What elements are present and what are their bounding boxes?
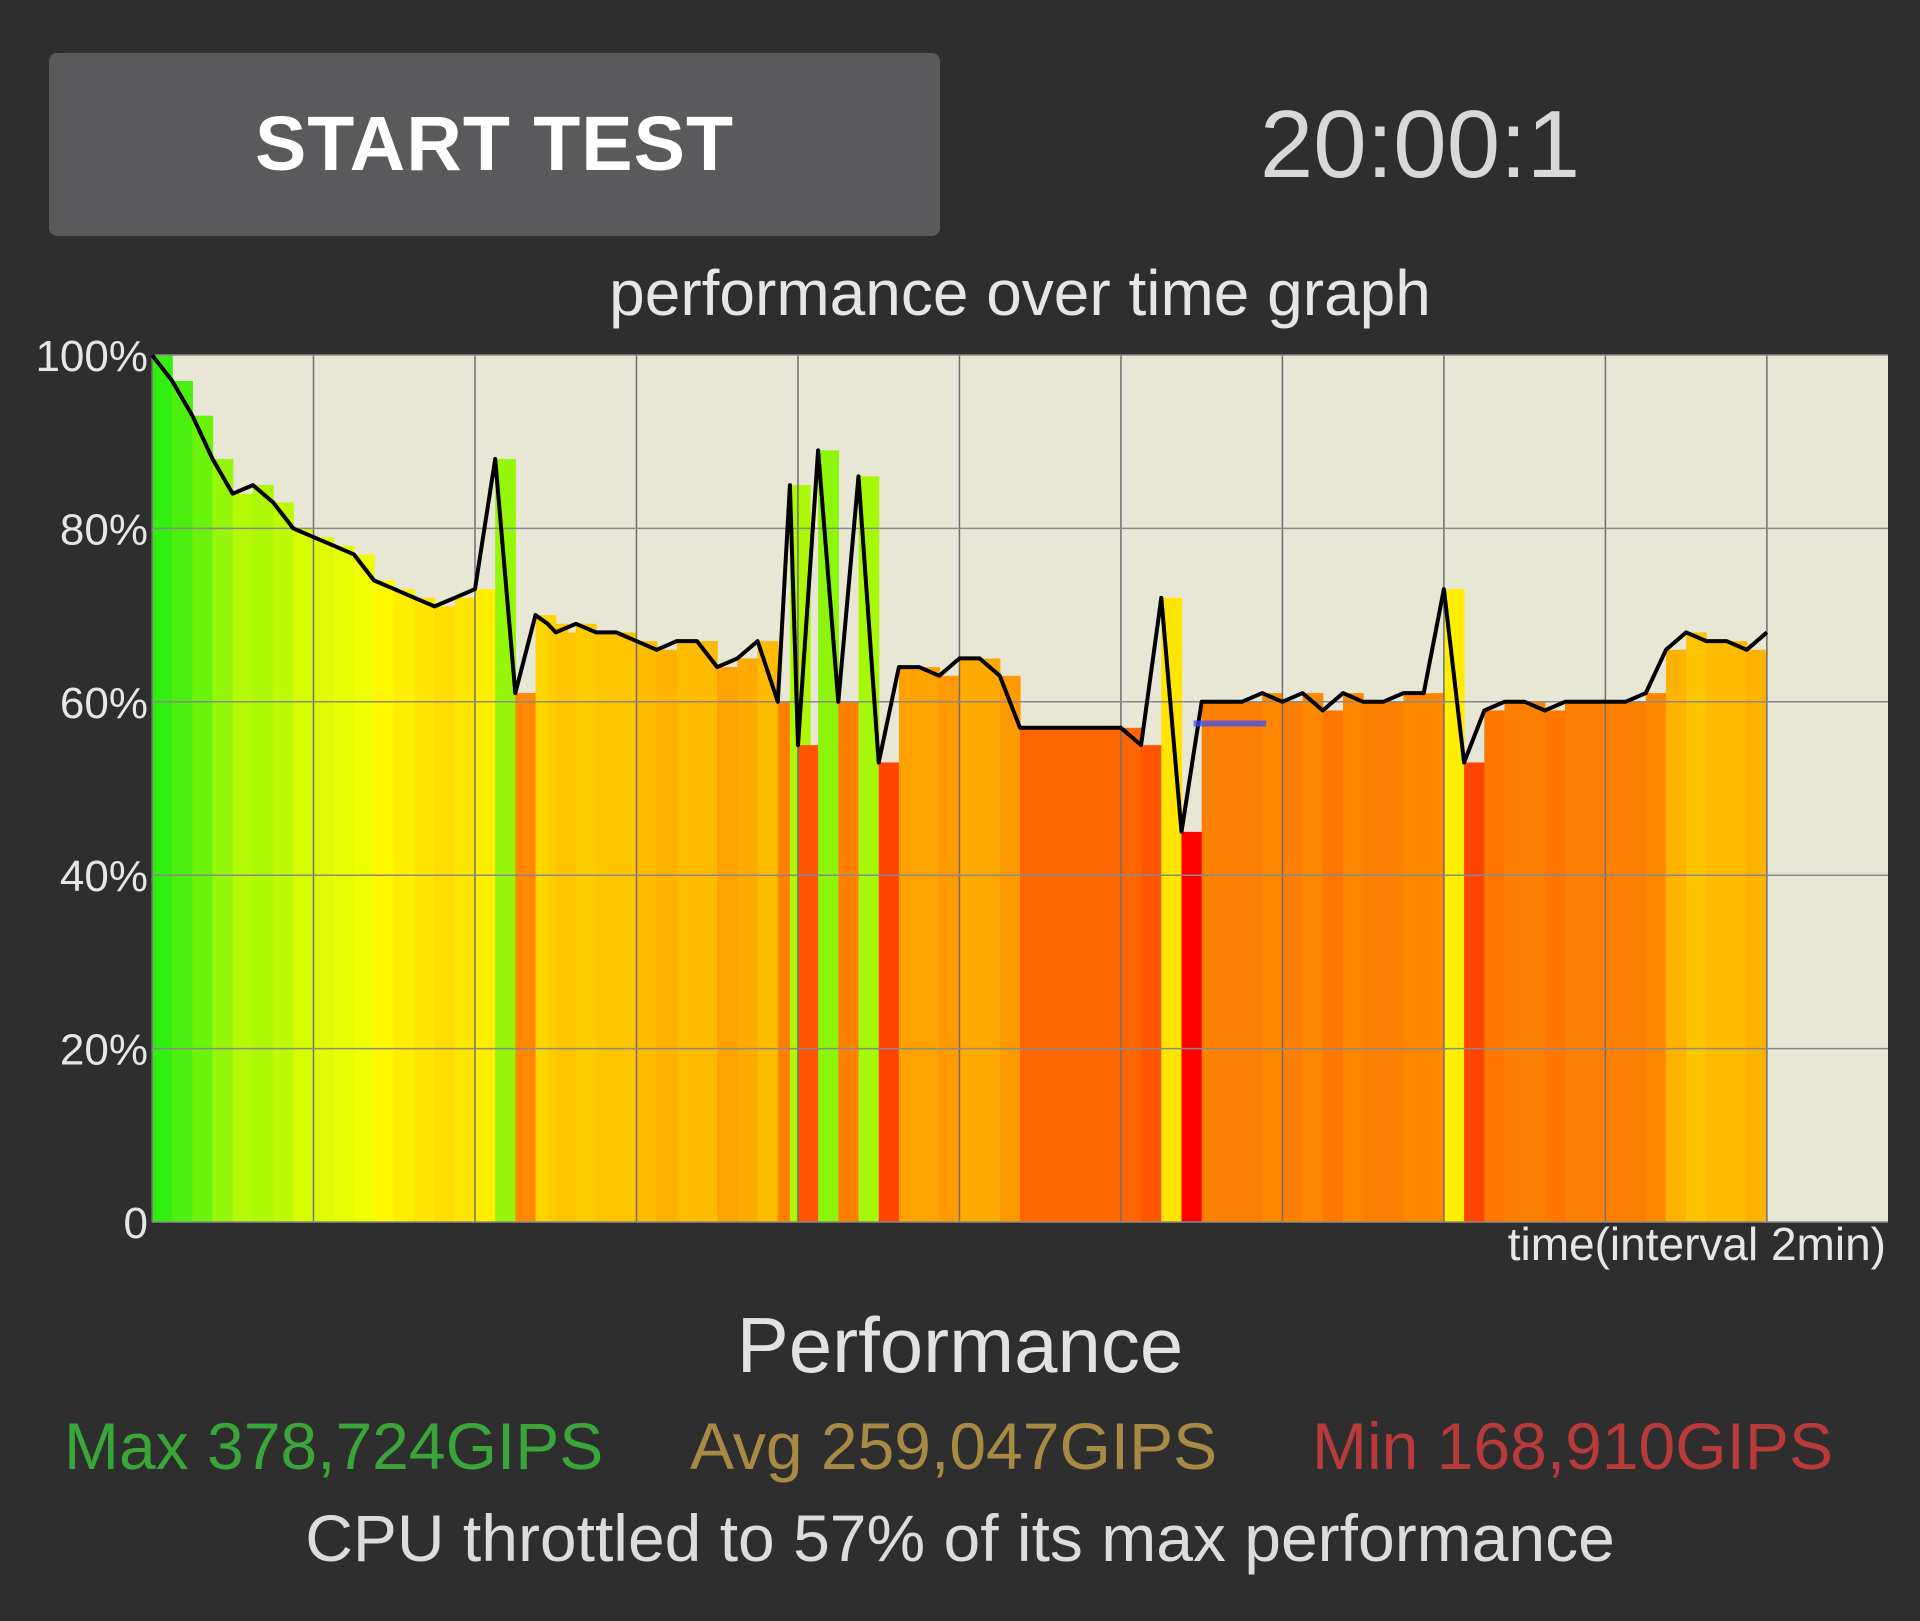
- max-stat: Max 378,724GIPS: [64, 1409, 604, 1483]
- perf-bar: [1565, 701, 1586, 1222]
- perf-bar: [1706, 641, 1728, 1222]
- perf-bar: [1141, 745, 1162, 1222]
- perf-bar: [1524, 701, 1546, 1222]
- perf-bar: [1221, 701, 1243, 1222]
- y-tick-label: 60%: [60, 679, 148, 728]
- perf-bar: [1080, 727, 1102, 1222]
- perf-bar: [717, 667, 738, 1222]
- perf-bar: [1161, 597, 1183, 1222]
- perf-bar: [959, 658, 981, 1222]
- perf-bar: [656, 649, 678, 1222]
- perf-bar: [596, 632, 617, 1222]
- perf-bar: [252, 485, 274, 1222]
- performance-chart: performance over time graph 0 20% 40% 60% 80…: [35, 260, 1888, 1270]
- perf-bar: [1100, 727, 1122, 1222]
- perf-bar: [1686, 632, 1707, 1222]
- perf-bar: [414, 597, 436, 1222]
- perf-bar: [192, 415, 214, 1222]
- perf-bar: [1383, 701, 1405, 1222]
- perf-bar: [374, 580, 395, 1222]
- perf-bar: [454, 597, 476, 1222]
- perf-bar: [1504, 701, 1526, 1222]
- perf-bar: [1322, 710, 1344, 1222]
- perf-bar: [212, 459, 234, 1222]
- perf-bar: [353, 554, 375, 1222]
- perf-bar: [333, 545, 355, 1222]
- perf-bar: [1242, 701, 1263, 1222]
- perf-bar: [1342, 693, 1364, 1222]
- perf-bar: [1605, 701, 1627, 1222]
- perf-bar: [313, 537, 335, 1222]
- perf-bar: [616, 632, 638, 1222]
- perf-bar: [1443, 589, 1465, 1222]
- perf-bar: [1282, 701, 1304, 1222]
- perf-bar: [1040, 727, 1061, 1222]
- perf-bar: [1625, 701, 1647, 1222]
- y-tick-label: 0: [124, 1199, 148, 1248]
- perf-bar: [575, 623, 597, 1222]
- perf-bar: [919, 667, 940, 1222]
- test-timer: 20:00:1: [1259, 90, 1581, 198]
- perf-bar: [1746, 649, 1768, 1222]
- perf-bar: [737, 658, 759, 1222]
- perf-bar: [999, 675, 1021, 1222]
- perf-bar: [1201, 701, 1223, 1222]
- performance-line: [150, 353, 1769, 834]
- stats-row: Max 378,724GIPS Avg 259,047GIPS Min 168,…: [0, 1408, 1920, 1488]
- perf-bar: [474, 589, 496, 1222]
- start-test-button[interactable]: START TEST: [49, 53, 940, 236]
- perf-bar: [1484, 710, 1506, 1222]
- perf-bar: [858, 476, 880, 1222]
- perf-bar: [676, 641, 698, 1222]
- perf-bar: [1020, 727, 1041, 1222]
- perf-bar: [797, 745, 819, 1222]
- perf-bar: [555, 632, 577, 1222]
- perf-bar: [1665, 649, 1687, 1222]
- perf-bar: [1645, 693, 1667, 1222]
- performance-heading: Performance: [736, 1301, 1184, 1389]
- perf-bar: [434, 606, 456, 1222]
- y-tick-label: 40%: [60, 852, 148, 901]
- perf-bar: [1302, 693, 1324, 1222]
- perf-bar: [939, 675, 961, 1222]
- throttle-summary: CPU throttled to 57% of its max performa…: [305, 1501, 1615, 1575]
- perf-bar: [697, 641, 718, 1222]
- perf-bar: [1120, 727, 1142, 1222]
- perf-bar: [1726, 641, 1748, 1222]
- x-axis-label: time(interval 2min): [1508, 1218, 1886, 1270]
- perf-bar: [172, 381, 193, 1222]
- perf-bar: [636, 641, 658, 1222]
- perf-bar: [838, 701, 860, 1222]
- perf-bar: [1262, 693, 1284, 1222]
- perf-bar: [515, 693, 537, 1222]
- perf-bar: [152, 355, 173, 1222]
- perf-bar: [878, 762, 900, 1222]
- chart-title: performance over time graph: [609, 260, 1431, 329]
- perf-bar: [232, 493, 254, 1223]
- perf-bar: [1060, 727, 1082, 1222]
- perf-bar: [1423, 693, 1445, 1222]
- perf-bar: [898, 667, 920, 1222]
- perf-bar: [979, 658, 1001, 1222]
- perf-bar: [394, 589, 416, 1222]
- y-tick-label: 100%: [35, 332, 148, 381]
- y-tick-label: 20%: [60, 1026, 148, 1075]
- avg-stat: Avg 259,047GIPS: [690, 1409, 1218, 1483]
- perf-bar: [1464, 762, 1485, 1222]
- perf-bar: [273, 502, 294, 1222]
- perf-bar: [757, 641, 779, 1222]
- perf-bar: [1363, 701, 1384, 1222]
- min-stat: Min 168,910GIPS: [1312, 1409, 1833, 1483]
- y-tick-label: 80%: [60, 505, 148, 554]
- perf-bar: [1403, 693, 1425, 1222]
- perf-bar: [1585, 701, 1606, 1222]
- perf-bar: [1544, 710, 1566, 1222]
- perf-bar: [1181, 831, 1203, 1222]
